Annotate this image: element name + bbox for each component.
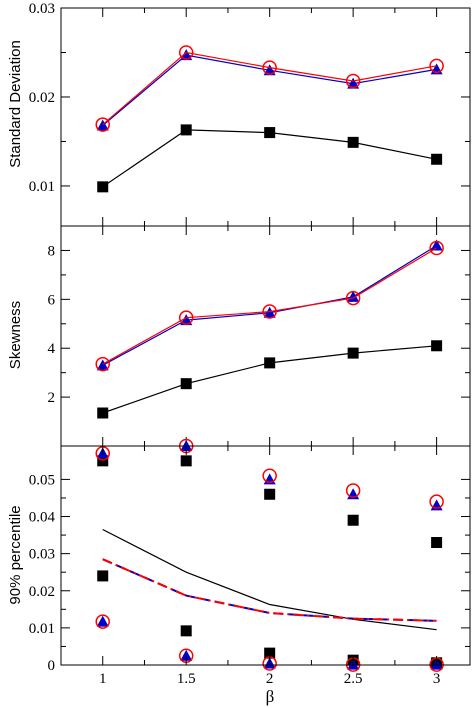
data-point-square xyxy=(347,347,359,359)
series-line-circle-open xyxy=(102,247,437,365)
data-point-triangle xyxy=(96,119,109,131)
panel-standard-deviation: 0.01 0.02 0.03 Standard Deviation xyxy=(7,1,470,226)
data-point-circle-open xyxy=(429,240,444,256)
y-tick-label: 0.02 xyxy=(29,584,55,600)
lower-points-square xyxy=(97,570,109,582)
y-tick-label: 2 xyxy=(48,390,56,406)
lower-points-square xyxy=(264,647,276,659)
x-tick-label: 2 xyxy=(266,671,274,687)
data-point-circle-open xyxy=(95,356,110,372)
data-point-circle-open xyxy=(178,45,194,60)
lower-points-triangle xyxy=(96,615,109,627)
series-line-circle-open xyxy=(102,51,437,126)
data-point-circle-open xyxy=(95,117,110,132)
y-tick-label: 6 xyxy=(48,292,56,308)
data-point-square xyxy=(180,378,192,390)
panel-skewness: 2 4 6 8 Skewness xyxy=(7,226,470,446)
plot-frame xyxy=(60,7,471,666)
y-tick-label: 0.04 xyxy=(29,510,56,526)
data-point-square xyxy=(264,127,276,139)
upper-points-circle-open xyxy=(429,494,444,509)
y-tick-label: 0 xyxy=(48,658,56,674)
lower-points-circle-open xyxy=(95,614,110,629)
panel-90-percentile: 0 0.01 0.02 0.03 0.04 0.05 1 1.5 2 2.5 3 90% perce… xyxy=(7,438,470,706)
xlabel-beta: β xyxy=(266,687,275,706)
y-tick-label: 0.01 xyxy=(29,179,55,195)
y-tick-label: 0.01 xyxy=(29,621,55,637)
lower-points-square xyxy=(180,625,192,637)
ylabel-skewness: Skewness xyxy=(7,301,24,369)
upper-points-square xyxy=(97,455,109,467)
curve-dashed xyxy=(102,558,437,622)
data-point-triangle xyxy=(430,239,443,251)
data-point-square xyxy=(180,124,192,136)
data-point-square xyxy=(97,181,109,193)
data-point-triangle xyxy=(347,77,360,89)
x-tick-label: 3 xyxy=(433,671,441,687)
y-tick-label: 4 xyxy=(48,341,56,357)
data-point-square xyxy=(431,340,443,352)
data-point-square xyxy=(431,153,443,165)
data-point-square xyxy=(264,357,276,369)
y-tick-label: 0.03 xyxy=(29,547,55,563)
x-tick-label: 1 xyxy=(99,671,107,687)
data-point-triangle xyxy=(263,64,276,76)
data-point-circle-open xyxy=(429,58,444,74)
upper-points-square xyxy=(431,537,443,549)
y-tick-label: 0.05 xyxy=(29,472,55,488)
upper-points-square xyxy=(347,514,359,526)
data-point-square xyxy=(97,407,109,419)
ylabel-90-percentile: 90% percentile xyxy=(7,505,24,604)
y-tick-label: 0.02 xyxy=(29,90,55,106)
upper-points-square xyxy=(264,488,276,500)
series-line-square xyxy=(102,129,437,188)
y-tick-label: 8 xyxy=(48,243,56,259)
upper-points-circle-open xyxy=(345,483,361,498)
ylabel-standard-deviation: Standard Deviation xyxy=(7,40,24,168)
data-point-circle-open xyxy=(178,310,194,325)
series-line-square xyxy=(102,345,437,414)
curve-solid xyxy=(102,528,437,631)
data-point-circle-open xyxy=(345,73,361,89)
data-point-triangle xyxy=(180,314,193,326)
upper-points-square xyxy=(180,455,192,467)
y-tick-label: 0.03 xyxy=(29,1,55,17)
data-point-triangle xyxy=(263,306,276,318)
x-tick-label: 2.5 xyxy=(344,671,363,687)
curve-dash-dot xyxy=(102,558,437,622)
data-point-circle-open xyxy=(262,304,277,319)
data-point-square xyxy=(347,136,359,148)
x-tick-label: 1.5 xyxy=(177,671,196,687)
lower-points-triangle xyxy=(180,649,193,661)
upper-points-circle-open xyxy=(262,468,277,483)
data-point-triangle xyxy=(96,359,109,371)
data-point-circle-open xyxy=(345,290,361,306)
data-point-triangle xyxy=(180,49,193,61)
data-point-circle-open xyxy=(262,60,277,75)
